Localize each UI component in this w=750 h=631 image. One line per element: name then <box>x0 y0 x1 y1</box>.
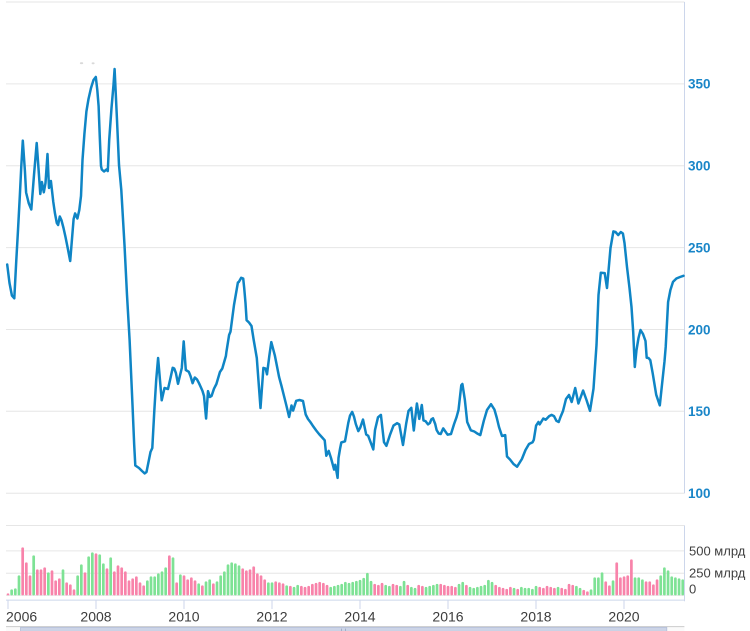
svg-text:300: 300 <box>688 159 711 174</box>
svg-text:0: 0 <box>689 582 696 597</box>
svg-text:2006: 2006 <box>6 609 37 625</box>
svg-text:2016: 2016 <box>432 609 463 625</box>
svg-text:200: 200 <box>688 322 711 337</box>
svg-text:2018: 2018 <box>520 609 551 625</box>
svg-text:2012: 2012 <box>256 609 287 625</box>
svg-text:2014: 2014 <box>344 609 375 625</box>
svg-text:250: 250 <box>688 240 711 255</box>
svg-text:500 млрд: 500 млрд <box>689 543 746 558</box>
svg-text:250 млрд: 250 млрд <box>689 566 746 581</box>
svg-text:2008: 2008 <box>80 609 111 625</box>
svg-text:350: 350 <box>688 77 711 92</box>
svg-text:2020: 2020 <box>608 609 639 625</box>
svg-text:2010: 2010 <box>168 609 199 625</box>
svg-text:100: 100 <box>688 486 711 501</box>
svg-text:150: 150 <box>688 404 711 419</box>
